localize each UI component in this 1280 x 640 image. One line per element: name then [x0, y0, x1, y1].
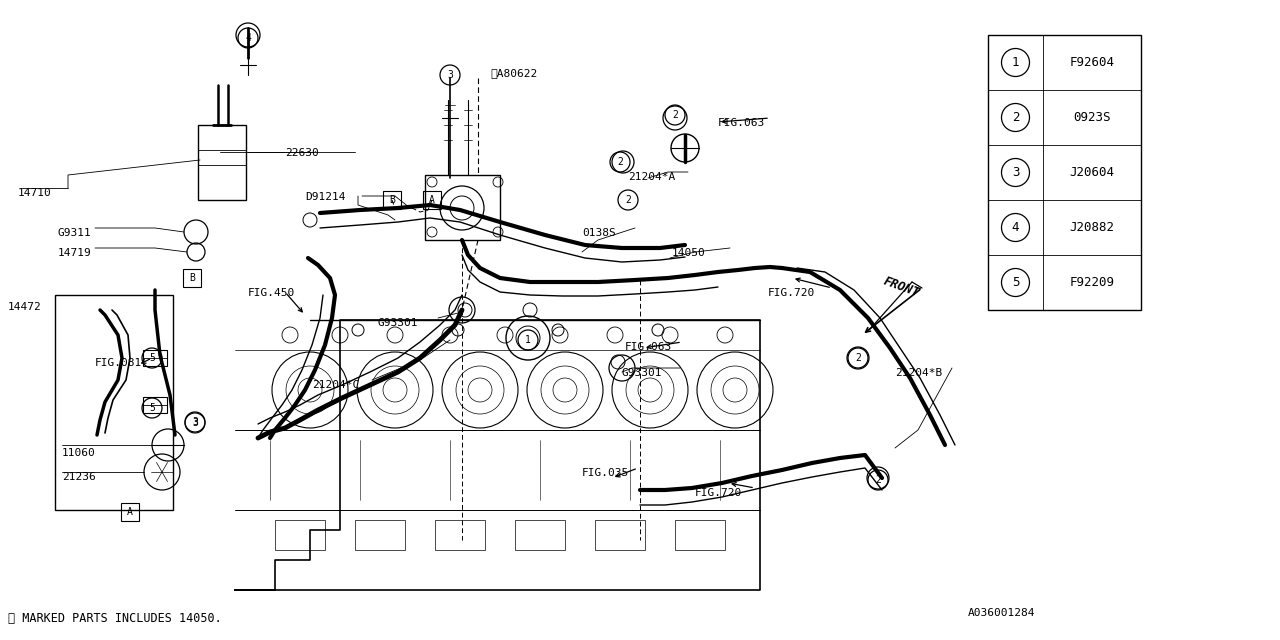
Text: 22630: 22630 [285, 148, 319, 158]
Text: FIG.035: FIG.035 [582, 468, 630, 478]
Text: FIG.450: FIG.450 [248, 288, 296, 298]
Text: 2: 2 [617, 157, 623, 167]
Bar [383, 191, 401, 209]
Text: 0923S: 0923S [1073, 111, 1111, 124]
Text: FIG.081: FIG.081 [95, 358, 142, 368]
Bar [422, 191, 442, 209]
Text: G93301: G93301 [378, 318, 419, 328]
Text: 3: 3 [192, 417, 198, 427]
Bar [355, 520, 404, 550]
Text: FIG.063: FIG.063 [718, 118, 765, 128]
Text: 1: 1 [1011, 56, 1019, 69]
Text: A: A [127, 507, 133, 517]
Bar [55, 295, 173, 510]
Text: F92604: F92604 [1070, 56, 1115, 69]
Text: 3: 3 [192, 418, 198, 428]
Text: J20604: J20604 [1070, 166, 1115, 179]
Text: B: B [189, 273, 195, 283]
Text: 2: 2 [876, 475, 881, 485]
Text: ※A80622: ※A80622 [490, 68, 538, 78]
Bar [515, 520, 564, 550]
Text: 5: 5 [148, 353, 155, 363]
Text: D91214: D91214 [305, 192, 346, 202]
Text: 4: 4 [244, 33, 251, 43]
Text: 11060: 11060 [61, 448, 96, 458]
Text: 21204*A: 21204*A [628, 172, 676, 182]
Text: 3: 3 [447, 70, 453, 80]
Text: 21236: 21236 [61, 472, 96, 482]
Bar [425, 175, 500, 240]
Text: G9311: G9311 [58, 228, 92, 238]
Text: 2: 2 [1011, 111, 1019, 124]
Text: 2: 2 [625, 195, 631, 205]
Bar [435, 520, 485, 550]
Bar [988, 35, 1140, 310]
Text: 21204*C: 21204*C [312, 380, 360, 390]
Text: 4: 4 [1011, 221, 1019, 234]
Text: 2: 2 [672, 110, 678, 120]
Text: 14719: 14719 [58, 248, 92, 258]
Text: ※ MARKED PARTS INCLUDES 14050.: ※ MARKED PARTS INCLUDES 14050. [8, 611, 221, 625]
Text: 14472: 14472 [8, 302, 42, 312]
Bar [143, 397, 166, 413]
Text: 2: 2 [855, 353, 861, 363]
Bar [275, 520, 325, 550]
Bar [183, 269, 201, 287]
Text: 14710: 14710 [18, 188, 51, 198]
Bar [198, 125, 246, 200]
Text: A: A [429, 195, 435, 205]
Text: J20882: J20882 [1070, 221, 1115, 234]
Text: 14050: 14050 [672, 248, 705, 258]
Text: B: B [389, 195, 396, 205]
Text: 5: 5 [1011, 276, 1019, 289]
Text: FIG.720: FIG.720 [768, 288, 815, 298]
Bar [143, 350, 166, 366]
Text: A036001284: A036001284 [968, 608, 1036, 618]
Bar [595, 520, 645, 550]
Bar [122, 503, 140, 521]
Text: 21204*B: 21204*B [895, 368, 942, 378]
Text: FIG.720: FIG.720 [695, 488, 742, 498]
Bar [675, 520, 724, 550]
Text: 0138S: 0138S [582, 228, 616, 238]
Text: FIG.063: FIG.063 [625, 342, 672, 352]
Text: 5: 5 [148, 403, 155, 413]
Text: FRONT: FRONT [882, 275, 922, 300]
Text: G93301: G93301 [622, 368, 663, 378]
Text: 1: 1 [525, 335, 531, 345]
Text: F92209: F92209 [1070, 276, 1115, 289]
Text: 3: 3 [1011, 166, 1019, 179]
